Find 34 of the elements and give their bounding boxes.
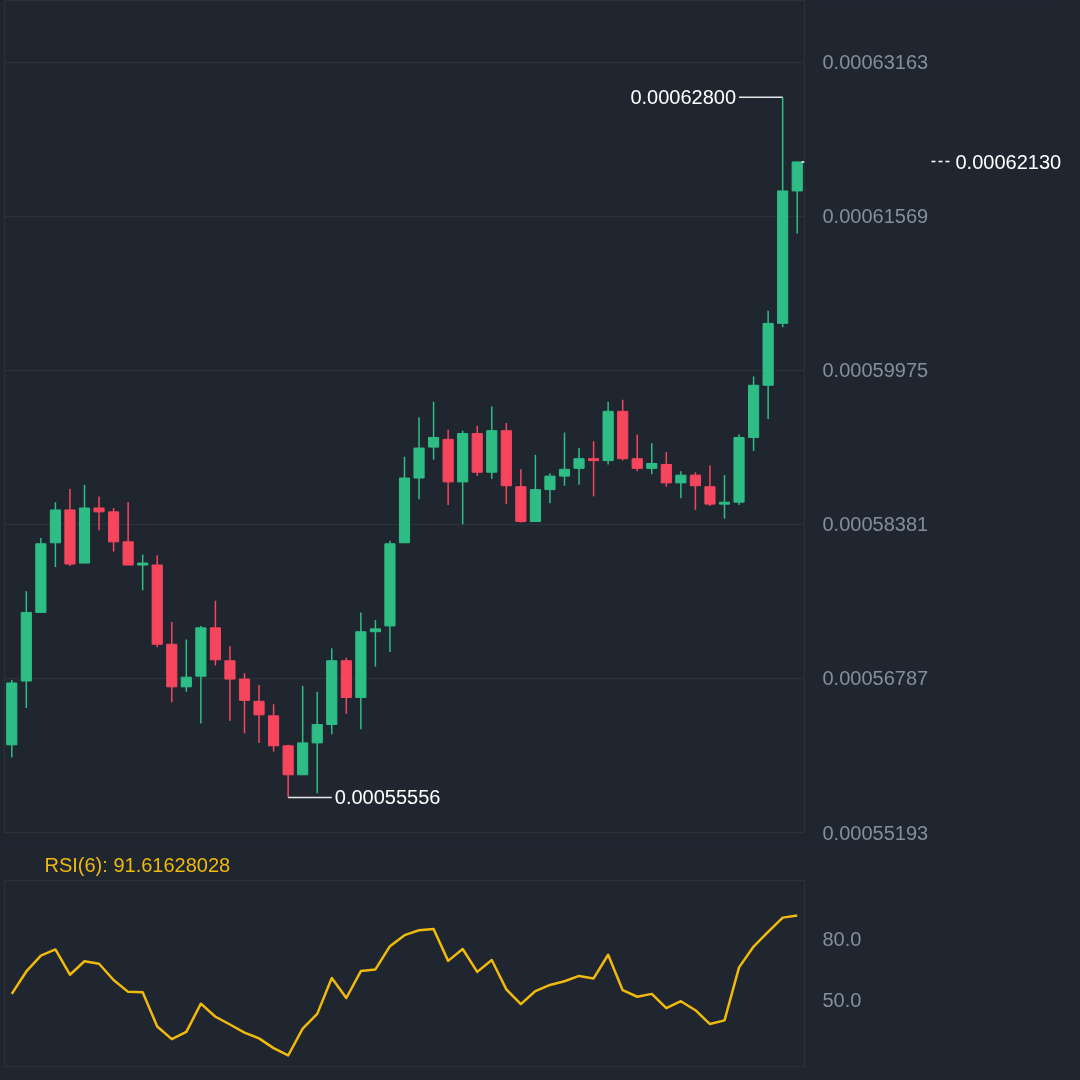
candlestick [718,474,731,520]
candlestick [122,501,134,566]
candlestick [311,690,323,794]
y-tick-label: 0.00055193 [822,821,929,844]
ref-line-label: 0.00062130 [955,150,1062,173]
candlestick [689,471,701,511]
y-tick-label: 50.0 [822,989,862,1012]
candlestick [224,645,236,722]
annotation: 0.00062800 [630,86,737,109]
candlestick [558,431,571,487]
y-tick-label: 0.00061569 [822,205,929,228]
candlestick [704,464,716,507]
annotation: 0.00055556 [334,786,441,809]
candlestick [646,442,658,475]
candlestick [238,672,251,734]
chart-title: RSI(6): 91.61628028 [44,853,231,876]
candlestick [675,470,687,500]
candlestick [369,619,381,668]
candlestick [573,447,585,486]
candlestick [137,553,149,591]
candlestick [180,638,192,693]
y-tick-label: 0.00063163 [822,51,929,74]
candlestick [544,472,556,504]
candlestick [428,400,440,461]
candlestick [93,495,105,531]
candlestick [631,433,643,473]
line-series [10,914,799,1057]
y-tick-label: 0.00056787 [822,667,929,690]
y-tick-label: 0.00059975 [822,359,929,382]
candlestick [588,440,600,498]
y-tick-label: 0.00058381 [822,513,929,536]
y-tick-label: 80.0 [822,928,862,951]
candlestick [253,684,265,744]
candlestick [660,451,672,488]
